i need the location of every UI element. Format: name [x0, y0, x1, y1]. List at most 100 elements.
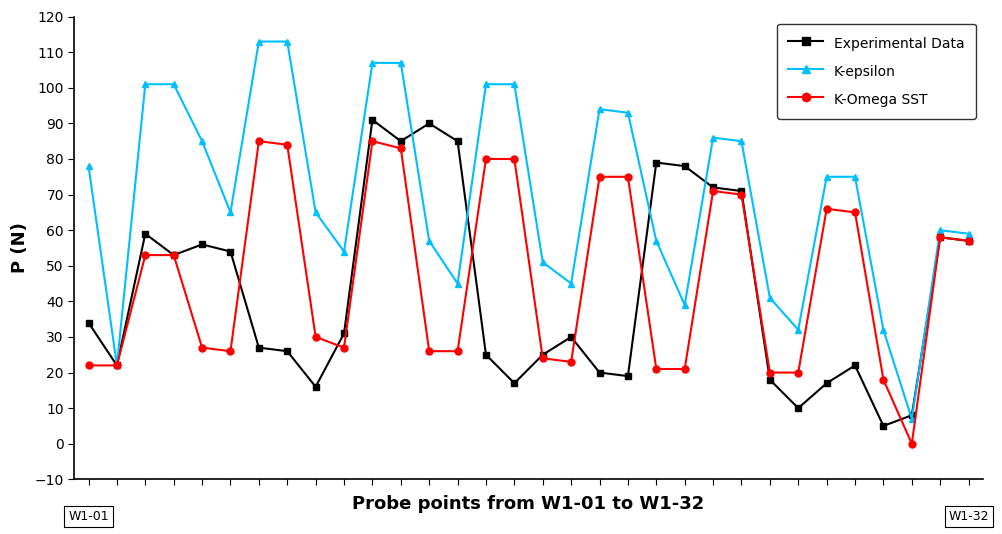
Text: W1-01: W1-01: [68, 510, 109, 523]
Experimental Data: [565, 334, 577, 340]
K-epsilon: [963, 231, 975, 237]
Experimental Data: [622, 373, 634, 379]
Experimental Data: [934, 234, 946, 240]
K-Omega SST: [139, 252, 151, 258]
K-epsilon: [253, 38, 265, 45]
Experimental Data: [678, 163, 690, 169]
K-epsilon: [934, 227, 946, 233]
K-Omega SST: [849, 209, 861, 216]
K-epsilon: [310, 209, 322, 216]
Experimental Data: [423, 120, 435, 127]
Experimental Data: [310, 383, 322, 390]
K-Omega SST: [480, 156, 492, 162]
K-epsilon: [707, 135, 719, 141]
K-epsilon: [196, 138, 208, 144]
K-Omega SST: [111, 362, 123, 368]
Experimental Data: [367, 116, 379, 123]
Experimental Data: [253, 344, 265, 351]
K-epsilon: [878, 327, 890, 333]
K-epsilon: [764, 295, 776, 301]
Y-axis label: P (N): P (N): [11, 223, 29, 273]
K-Omega SST: [622, 174, 634, 180]
K-epsilon: [793, 327, 805, 333]
K-Omega SST: [196, 344, 208, 351]
K-epsilon: [139, 81, 151, 88]
K-epsilon: [224, 209, 236, 216]
Experimental Data: [82, 319, 94, 326]
Experimental Data: [707, 184, 719, 191]
K-Omega SST: [508, 156, 520, 162]
K-epsilon: [480, 81, 492, 88]
Experimental Data: [821, 380, 833, 387]
Experimental Data: [395, 138, 407, 144]
K-epsilon: [537, 259, 549, 265]
K-Omega SST: [167, 252, 179, 258]
K-Omega SST: [565, 359, 577, 365]
Experimental Data: [906, 412, 918, 419]
K-epsilon: [650, 238, 662, 244]
K-epsilon: [452, 280, 464, 287]
Experimental Data: [282, 348, 294, 355]
K-epsilon: [821, 174, 833, 180]
K-Omega SST: [82, 362, 94, 368]
K-Omega SST: [934, 234, 946, 240]
K-epsilon: [395, 60, 407, 66]
Experimental Data: [224, 248, 236, 255]
Legend: Experimental Data, K-epsilon, K-Omega SST: Experimental Data, K-epsilon, K-Omega SS…: [778, 23, 976, 119]
K-Omega SST: [707, 188, 719, 194]
Experimental Data: [963, 238, 975, 244]
K-Omega SST: [793, 370, 805, 376]
K-Omega SST: [735, 191, 747, 198]
Experimental Data: [338, 330, 350, 336]
Experimental Data: [764, 376, 776, 383]
K-epsilon: [678, 302, 690, 308]
Experimental Data: [878, 423, 890, 429]
Experimental Data: [593, 370, 605, 376]
K-epsilon: [565, 280, 577, 287]
Experimental Data: [508, 380, 520, 387]
K-Omega SST: [593, 174, 605, 180]
K-Omega SST: [395, 145, 407, 152]
K-epsilon: [111, 362, 123, 368]
K-epsilon: [167, 81, 179, 88]
K-epsilon: [735, 138, 747, 144]
Experimental Data: [650, 159, 662, 166]
K-Omega SST: [537, 355, 549, 362]
Experimental Data: [196, 241, 208, 248]
X-axis label: Probe points from W1-01 to W1-32: Probe points from W1-01 to W1-32: [353, 496, 704, 513]
K-Omega SST: [367, 138, 379, 144]
K-epsilon: [906, 415, 918, 422]
K-Omega SST: [310, 334, 322, 340]
K-epsilon: [622, 109, 634, 116]
K-Omega SST: [650, 366, 662, 372]
Text: W1-32: W1-32: [948, 510, 989, 523]
K-Omega SST: [224, 348, 236, 355]
Experimental Data: [793, 405, 805, 411]
Line: Experimental Data: Experimental Data: [85, 116, 972, 429]
K-Omega SST: [963, 238, 975, 244]
K-epsilon: [282, 38, 294, 45]
K-Omega SST: [764, 370, 776, 376]
Line: K-Omega SST: K-Omega SST: [85, 138, 972, 447]
Experimental Data: [111, 362, 123, 368]
K-epsilon: [82, 163, 94, 169]
K-Omega SST: [253, 138, 265, 144]
K-epsilon: [338, 248, 350, 255]
K-Omega SST: [678, 366, 690, 372]
K-Omega SST: [452, 348, 464, 355]
K-Omega SST: [423, 348, 435, 355]
K-Omega SST: [878, 376, 890, 383]
K-epsilon: [508, 81, 520, 88]
K-epsilon: [849, 174, 861, 180]
K-epsilon: [423, 238, 435, 244]
Experimental Data: [735, 188, 747, 194]
K-Omega SST: [821, 206, 833, 212]
K-Omega SST: [338, 344, 350, 351]
Experimental Data: [167, 252, 179, 258]
Line: K-epsilon: K-epsilon: [85, 38, 972, 422]
K-epsilon: [593, 106, 605, 112]
Experimental Data: [537, 351, 549, 358]
Experimental Data: [480, 351, 492, 358]
K-Omega SST: [282, 142, 294, 148]
Experimental Data: [139, 231, 151, 237]
